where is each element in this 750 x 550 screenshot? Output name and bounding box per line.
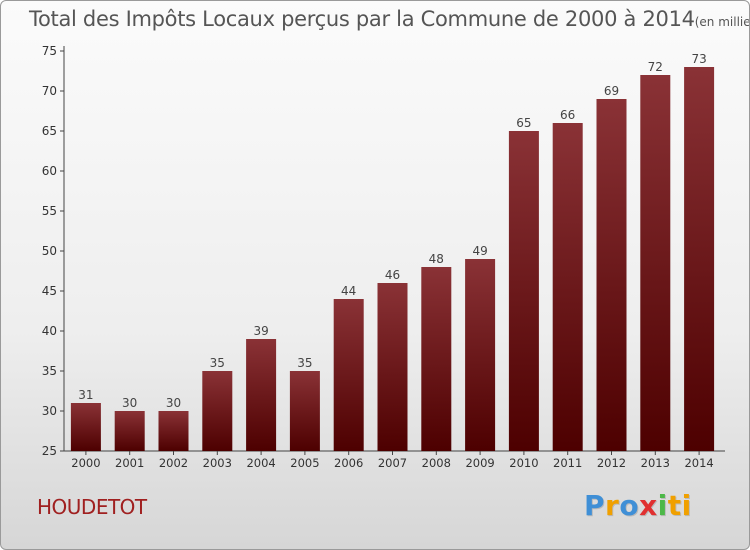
data-label: 48 — [429, 252, 444, 266]
bar — [684, 67, 715, 451]
x-tick-label: 2013 — [641, 456, 670, 470]
y-tick-label: 40 — [42, 324, 57, 338]
y-tick-label: 25 — [42, 444, 57, 458]
logo-letter: P — [584, 489, 606, 522]
bar — [114, 411, 145, 451]
logo-letter: i — [657, 489, 668, 522]
x-tick-label: 2010 — [509, 456, 538, 470]
chart-title: Total des Impôts Locaux perçus par la Co… — [29, 7, 750, 31]
x-tick-label: 2003 — [203, 456, 232, 470]
y-tick-label: 75 — [42, 44, 57, 58]
y-tick-label: 60 — [42, 164, 57, 178]
data-label: 72 — [648, 60, 663, 74]
data-label: 39 — [253, 324, 268, 338]
y-tick-label: 55 — [42, 204, 57, 218]
bar — [508, 131, 539, 451]
x-tick-label: 2014 — [684, 456, 713, 470]
bar — [552, 123, 583, 451]
x-tick-label: 2004 — [246, 456, 275, 470]
chart-bars — [70, 67, 715, 451]
x-tick-label: 2009 — [465, 456, 494, 470]
chart-axes: 25 30 35 40 45 50 55 60 65 70 75 — [42, 44, 725, 458]
x-tick-label: 2001 — [115, 456, 144, 470]
chart-unit: (en milliers d'€) — [694, 15, 750, 29]
logo-letter: o — [619, 489, 640, 522]
data-label: 69 — [604, 84, 619, 98]
bar — [246, 339, 277, 451]
y-tick-label: 70 — [42, 84, 57, 98]
bar — [289, 371, 320, 451]
logo-letter: x — [639, 489, 658, 522]
logo-letter: ti — [667, 489, 692, 522]
data-label: 49 — [472, 244, 487, 258]
x-tick-label: 2011 — [553, 456, 582, 470]
chart-labels: 2000 31 2001 30 2002 30 2003 35 2004 39 2005 35 2006… — [71, 52, 713, 470]
x-tick-label: 2002 — [159, 456, 188, 470]
data-label: 65 — [516, 116, 531, 130]
x-tick-label: 2008 — [422, 456, 451, 470]
logo-letter: r — [605, 489, 620, 522]
data-label: 73 — [691, 52, 706, 66]
x-tick-label: 2012 — [597, 456, 626, 470]
bar — [70, 403, 101, 451]
data-label: 35 — [210, 356, 225, 370]
bar — [421, 267, 452, 451]
chart-title-text: Total des Impôts Locaux perçus par la Co… — [29, 7, 695, 31]
bar — [377, 283, 408, 451]
y-tick-label: 35 — [42, 364, 57, 378]
bar — [596, 99, 627, 451]
x-tick-label: 2006 — [334, 456, 363, 470]
y-tick-label: 50 — [42, 244, 57, 258]
commune-name: HOUDETOT — [37, 495, 147, 519]
proxiti-logo: Proxiti — [584, 489, 692, 522]
x-tick-label: 2005 — [290, 456, 319, 470]
data-label: 30 — [166, 396, 181, 410]
data-label: 44 — [341, 284, 356, 298]
y-tick-label: 45 — [42, 284, 57, 298]
data-label: 46 — [385, 268, 400, 282]
x-tick-label: 2000 — [71, 456, 100, 470]
data-label: 31 — [78, 388, 93, 402]
bar — [202, 371, 233, 451]
bar — [158, 411, 189, 451]
data-label: 35 — [297, 356, 312, 370]
bar — [465, 259, 496, 451]
bar — [333, 299, 364, 451]
x-tick-label: 2007 — [378, 456, 407, 470]
y-tick-label: 30 — [42, 404, 57, 418]
data-label: 66 — [560, 108, 575, 122]
bar — [640, 75, 671, 451]
y-tick-label: 65 — [42, 124, 57, 138]
data-label: 30 — [122, 396, 137, 410]
